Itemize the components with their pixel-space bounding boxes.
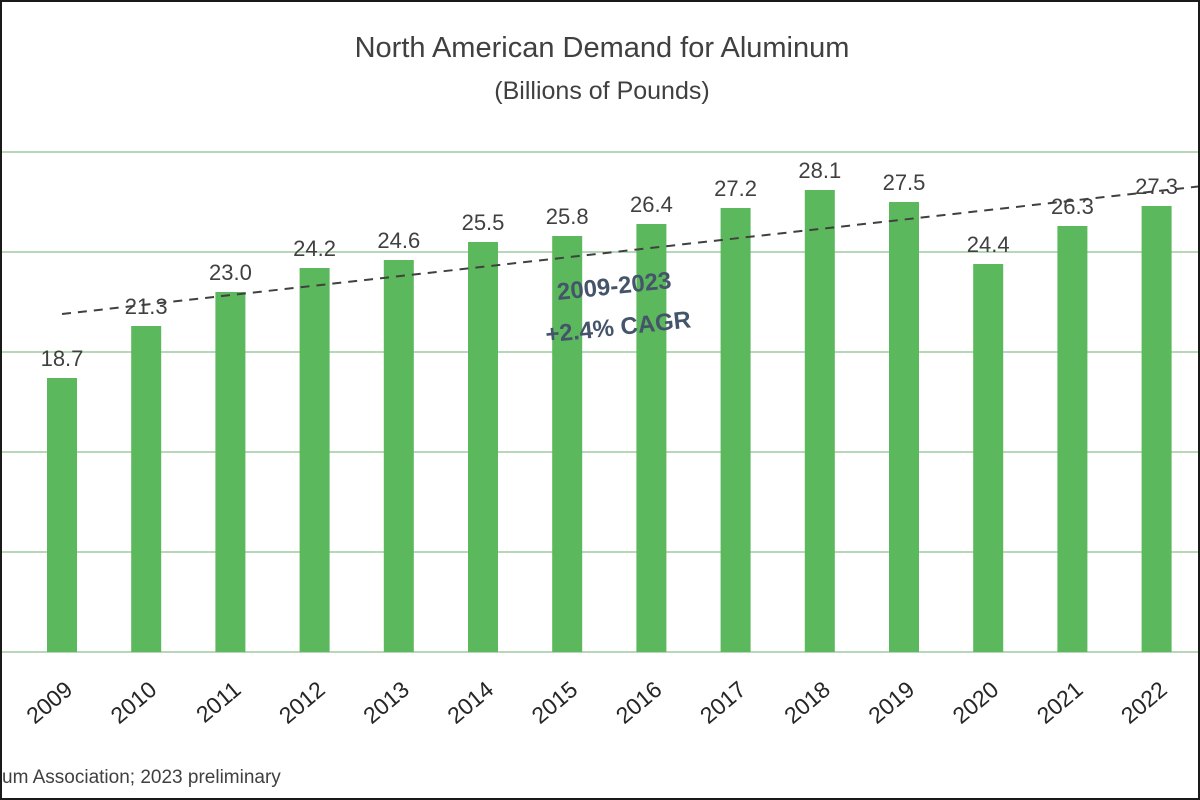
data-label: 27.2: [714, 176, 757, 201]
bar: [552, 236, 583, 652]
x-tick-label: 2018: [779, 676, 835, 729]
source-footnote: um Association; 2023 preliminary: [2, 767, 281, 788]
bar: [383, 260, 414, 652]
x-tick-label: 2010: [106, 676, 162, 729]
x-tick-label: 2015: [527, 676, 583, 729]
data-label: 25.5: [462, 210, 505, 235]
bar: [1141, 206, 1172, 652]
x-tick-label: 2011: [191, 676, 246, 728]
data-label: 24.2: [293, 236, 336, 261]
data-label: 27.3: [1135, 174, 1178, 199]
x-tick-label: 2019: [863, 676, 919, 729]
bar: [131, 326, 162, 652]
data-label: 24.6: [377, 228, 420, 253]
data-label: 27.5: [883, 170, 926, 195]
x-tick-label: 2017: [695, 676, 751, 729]
bar: [804, 190, 835, 652]
x-tick-label: 2022: [1116, 676, 1172, 729]
data-label: 24.4: [967, 232, 1010, 257]
x-tick-label: 2016: [611, 676, 667, 729]
chart-title: North American Demand for Aluminum: [354, 32, 850, 64]
chart-subtitle: (Billions of Pounds): [494, 77, 710, 105]
bar: [299, 268, 330, 652]
x-tick-label: 2020: [948, 676, 1004, 729]
data-label: 26.3: [1051, 194, 1094, 219]
bar: [720, 208, 751, 652]
data-label: 23.0: [209, 260, 252, 285]
bar: [889, 202, 919, 652]
x-tick-label: 2021: [1032, 676, 1088, 729]
bar: [47, 378, 77, 652]
data-label: 18.7: [41, 346, 84, 371]
bar: [1057, 226, 1088, 652]
bar: [215, 292, 246, 652]
x-tick-label: 2013: [358, 676, 414, 729]
bar: [468, 242, 498, 652]
data-label: 26.4: [630, 192, 673, 217]
bar: [973, 264, 1004, 652]
bar: [636, 224, 667, 652]
x-tick-label: 2014: [442, 676, 498, 729]
x-tick-label: 2012: [274, 676, 330, 729]
data-label: 25.8: [546, 204, 589, 229]
data-label: 28.1: [798, 158, 841, 183]
x-tick-label: 2009: [21, 676, 77, 729]
